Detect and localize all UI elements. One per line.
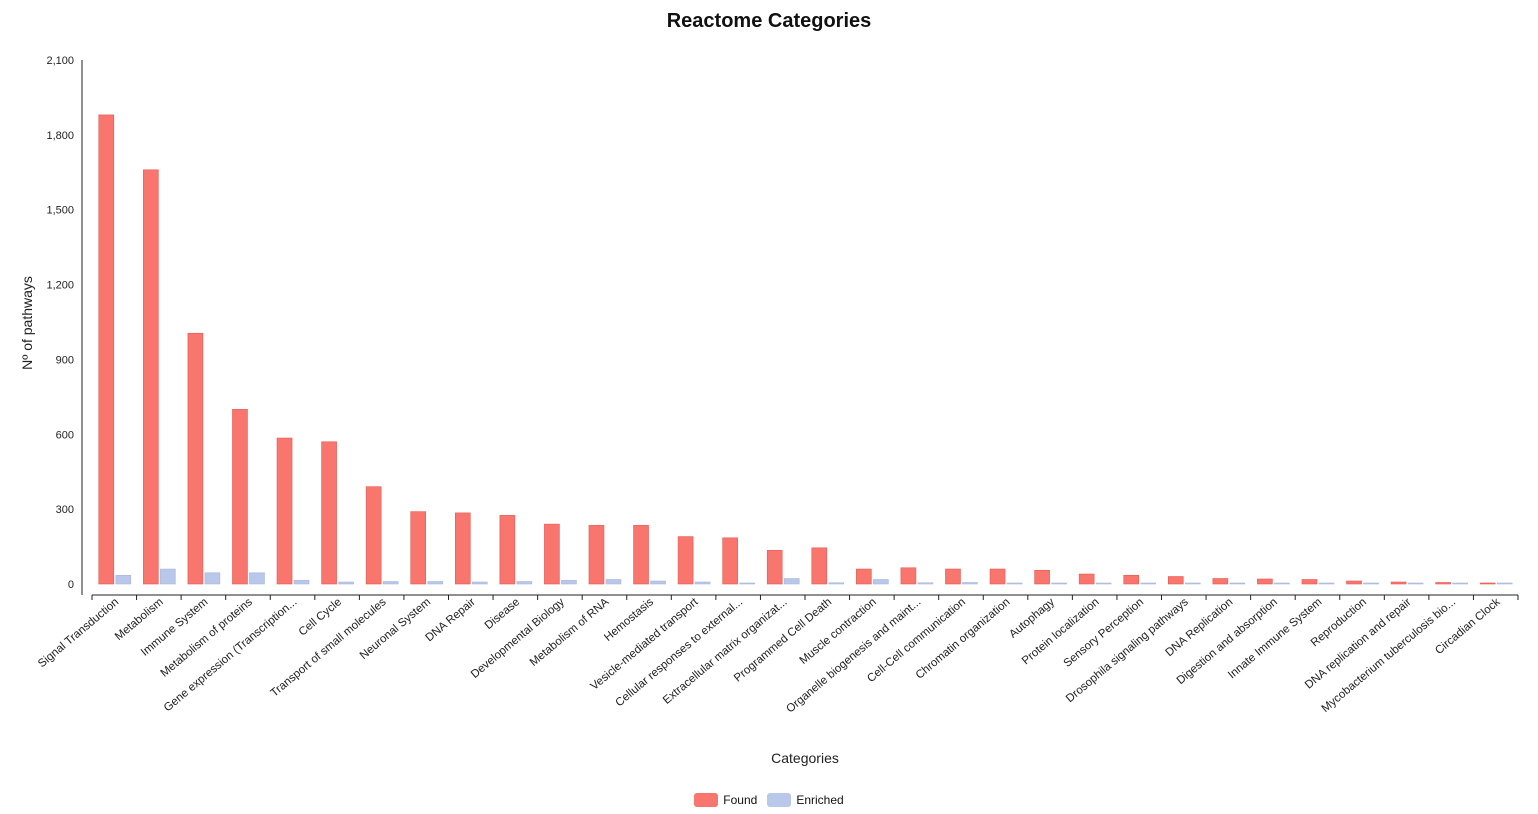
- bar-found-chromatin-organization: [989, 568, 1006, 585]
- y-tick-label: 300: [56, 504, 74, 516]
- y-tick-label: 600: [56, 429, 74, 441]
- bar-enriched-gene-expression-transcription: [293, 579, 310, 585]
- bar-enriched-chromatin-organization: [1006, 582, 1023, 585]
- legend-label-enriched: Enriched: [796, 793, 844, 807]
- bar-found-disease: [499, 515, 516, 585]
- bar-enriched-programmed-cell-death: [828, 582, 845, 585]
- y-tick-label: 2,100: [46, 55, 74, 67]
- bar-enriched-metabolism: [160, 568, 176, 585]
- bar-enriched-sensory-perception: [1140, 582, 1157, 585]
- bar-enriched-cell-cell-communication: [962, 582, 978, 585]
- bar-enriched-cell-cycle: [338, 581, 354, 585]
- bar-found-reproduction: [1346, 580, 1362, 585]
- bar-found-dna-repair: [454, 512, 471, 585]
- bar-found-extracellular-matrix-organizat: [766, 550, 783, 585]
- bar-found-sensory-perception: [1123, 574, 1140, 585]
- bar-found-neuronal-system: [410, 511, 427, 585]
- bar-found-organelle-biogenesis-and-maint: [900, 567, 917, 585]
- bar-found-metabolism-of-rna: [588, 525, 605, 585]
- legend-item-enriched[interactable]: Enriched: [767, 793, 844, 807]
- bar-enriched-mycobacterium-tuberculosis-bio: [1452, 582, 1468, 585]
- bar-found-signal-transduction: [98, 114, 115, 585]
- y-tick-label: 0: [68, 579, 74, 591]
- y-tick-label: 1,200: [46, 280, 74, 292]
- bar-found-programmed-cell-death: [811, 547, 828, 585]
- bar-found-immune-system: [187, 332, 204, 585]
- bar-enriched-cellular-responses-to-external: [739, 582, 755, 585]
- bar-found-gene-expression-transcription: [276, 437, 293, 585]
- bar-found-dna-replication-and-repair: [1390, 581, 1407, 585]
- x-category-label: Muscle contraction: [798, 596, 879, 667]
- x-category-label: Metabolism of RNA: [528, 596, 612, 669]
- bar-found-autophagy: [1034, 569, 1050, 585]
- bar-enriched-transport-of-small-molecules: [382, 581, 399, 585]
- x-category-label: Signal Transduction: [36, 596, 121, 670]
- bar-found-circadian-clock: [1479, 582, 1496, 585]
- bar-enriched-digestion-and-absorption: [1274, 582, 1290, 585]
- bar-found-protein-localization: [1078, 573, 1095, 585]
- bar-enriched-dna-replication-and-repair: [1407, 582, 1424, 585]
- bar-found-dna-replication: [1212, 578, 1229, 585]
- bar-found-metabolism: [143, 169, 159, 585]
- bar-found-cell-cycle: [321, 441, 337, 585]
- x-category-label: DNA Repair: [423, 596, 477, 644]
- y-tick-label: 1,500: [46, 205, 74, 217]
- legend-item-found[interactable]: Found: [694, 793, 757, 807]
- bar-enriched-hemostasis: [650, 580, 666, 585]
- chart-title: Reactome Categories: [666, 10, 872, 32]
- bar-enriched-dna-replication: [1229, 582, 1246, 585]
- bar-enriched-neuronal-system: [427, 581, 444, 585]
- bar-found-drosophila-signaling-pathways: [1167, 576, 1184, 585]
- bar-enriched-developmental-biology: [561, 579, 577, 585]
- bar-found-metabolism-of-proteins: [232, 409, 248, 585]
- bar-found-developmental-biology: [544, 523, 560, 585]
- bar-enriched-vesicle-mediated-transport: [694, 581, 711, 585]
- legend-label-found: Found: [723, 793, 758, 807]
- bar-enriched-protein-localization: [1095, 582, 1112, 585]
- legend-swatch-enriched: [767, 793, 792, 807]
- x-axis-title: Categories: [771, 750, 839, 766]
- bar-enriched-drosophila-signaling-pathways: [1184, 582, 1201, 585]
- x-category-label: Disease: [483, 596, 523, 632]
- bar-found-vesicle-mediated-transport: [677, 536, 694, 585]
- legend: Found Enriched: [0, 793, 1538, 807]
- y-tick-label: 1,800: [46, 130, 74, 142]
- bar-found-innate-immune-system: [1301, 579, 1318, 585]
- bar-enriched-signal-transduction: [115, 574, 132, 585]
- bar-enriched-organelle-biogenesis-and-maint: [917, 582, 934, 585]
- bar-found-transport-of-small-molecules: [365, 486, 382, 585]
- bar-enriched-autophagy: [1051, 582, 1067, 585]
- bar-enriched-immune-system: [204, 572, 221, 585]
- bar-enriched-muscle-contraction: [873, 579, 889, 585]
- bar-enriched-disease: [516, 581, 533, 585]
- bar-enriched-reproduction: [1363, 582, 1379, 585]
- bar-enriched-extracellular-matrix-organizat: [783, 578, 800, 585]
- bar-enriched-circadian-clock: [1496, 582, 1513, 585]
- x-category-label: Protein localization: [1020, 596, 1102, 667]
- legend-swatch-found: [694, 793, 719, 807]
- bar-enriched-metabolism-of-rna: [605, 579, 622, 585]
- bar-found-cell-cell-communication: [945, 568, 961, 585]
- bar-enriched-metabolism-of-proteins: [249, 572, 265, 585]
- bar-enriched-dna-repair: [471, 581, 488, 585]
- y-tick-label: 900: [56, 354, 74, 366]
- bar-found-cellular-responses-to-external: [722, 537, 738, 585]
- bar-found-digestion-and-absorption: [1257, 578, 1273, 585]
- bar-enriched-innate-immune-system: [1318, 582, 1335, 585]
- x-category-label: Sensory Perception: [1062, 596, 1147, 670]
- bar-found-muscle-contraction: [856, 568, 872, 585]
- bar-found-hemostasis: [633, 525, 649, 585]
- bar-found-mycobacterium-tuberculosis-bio: [1435, 582, 1451, 585]
